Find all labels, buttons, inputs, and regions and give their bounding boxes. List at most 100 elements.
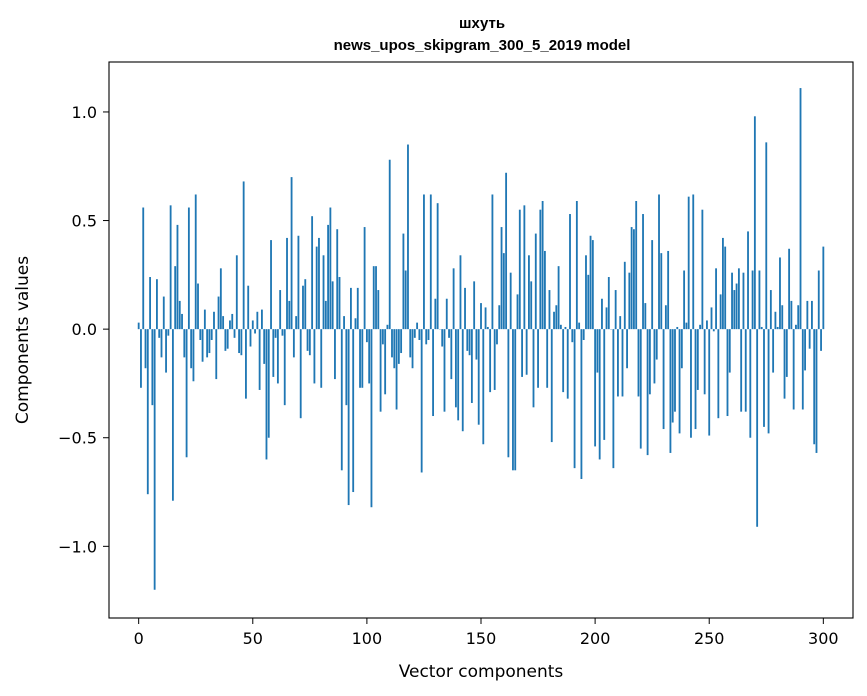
bar — [658, 194, 660, 330]
bar — [557, 266, 560, 330]
x-tick-label: 300 — [808, 629, 839, 648]
bar — [617, 329, 619, 397]
bar — [249, 329, 252, 347]
bar — [375, 266, 377, 330]
bar — [623, 261, 626, 330]
bar — [347, 329, 350, 506]
bar — [162, 296, 165, 330]
bar — [256, 311, 259, 330]
x-tick-label: 150 — [466, 629, 497, 648]
bar — [361, 329, 364, 388]
chart-title: шхуть — [459, 15, 505, 32]
bar — [377, 290, 380, 330]
bar — [238, 329, 240, 354]
bar — [470, 329, 473, 403]
bar — [680, 329, 683, 369]
bar — [701, 209, 704, 330]
bar — [247, 285, 250, 330]
bar — [792, 329, 795, 410]
bar — [767, 329, 770, 434]
bar — [813, 329, 816, 445]
bar — [343, 316, 345, 330]
bar — [345, 329, 348, 406]
bar — [441, 329, 444, 347]
bar — [587, 274, 590, 330]
bar — [391, 329, 393, 358]
bar — [429, 194, 432, 330]
bar — [263, 329, 266, 364]
bar — [685, 322, 688, 330]
bar — [213, 311, 215, 330]
bar — [201, 329, 204, 362]
bar — [687, 196, 690, 330]
bar — [281, 329, 284, 336]
bar — [183, 329, 186, 358]
bar — [724, 246, 727, 330]
bar — [359, 329, 361, 388]
bar — [320, 329, 323, 388]
bar — [240, 329, 243, 356]
bar — [156, 279, 158, 330]
bar — [493, 329, 496, 390]
bar — [753, 116, 756, 330]
bar — [288, 300, 291, 330]
bar — [683, 270, 686, 330]
bar — [327, 224, 330, 330]
bar — [450, 329, 453, 380]
bar — [555, 305, 558, 330]
bar — [354, 318, 357, 330]
bar — [457, 329, 460, 421]
bar — [774, 311, 777, 330]
bar — [272, 329, 275, 377]
bar — [678, 329, 681, 434]
bar — [283, 329, 286, 406]
bar — [311, 216, 314, 330]
bar — [763, 329, 765, 427]
bar — [528, 255, 530, 330]
bar — [514, 329, 517, 471]
bar — [710, 307, 713, 330]
bar — [448, 329, 450, 338]
bar — [783, 329, 786, 399]
bar — [498, 305, 501, 330]
bar — [194, 194, 197, 330]
bar — [785, 329, 788, 377]
bar — [297, 235, 300, 330]
bar — [222, 316, 225, 330]
bar — [370, 329, 373, 508]
bar — [664, 305, 667, 330]
bar — [397, 329, 400, 364]
bar — [322, 255, 325, 330]
bar — [215, 329, 218, 380]
bar — [607, 277, 610, 330]
bar — [722, 237, 724, 330]
bar — [543, 250, 546, 330]
bar — [671, 329, 674, 423]
bar — [153, 329, 156, 590]
bar — [532, 329, 535, 408]
bar — [434, 298, 437, 330]
y-tick-label: −1.0 — [58, 537, 97, 556]
bar — [329, 207, 332, 330]
bar — [546, 329, 549, 388]
bar — [416, 322, 419, 330]
bar — [290, 177, 293, 330]
bar — [820, 329, 822, 351]
bar — [461, 329, 464, 432]
bar — [167, 329, 170, 336]
bar — [507, 329, 510, 458]
bar — [203, 309, 206, 330]
bar — [749, 329, 752, 438]
bar — [384, 329, 387, 395]
bar — [363, 227, 366, 330]
bar — [286, 237, 288, 330]
bar — [267, 329, 270, 438]
x-tick-label: 100 — [352, 629, 383, 648]
bar — [585, 255, 587, 330]
bar — [336, 229, 339, 330]
bar — [411, 329, 414, 369]
bar — [160, 329, 163, 358]
bar — [480, 303, 482, 330]
bar — [231, 313, 234, 330]
bar — [669, 329, 672, 453]
